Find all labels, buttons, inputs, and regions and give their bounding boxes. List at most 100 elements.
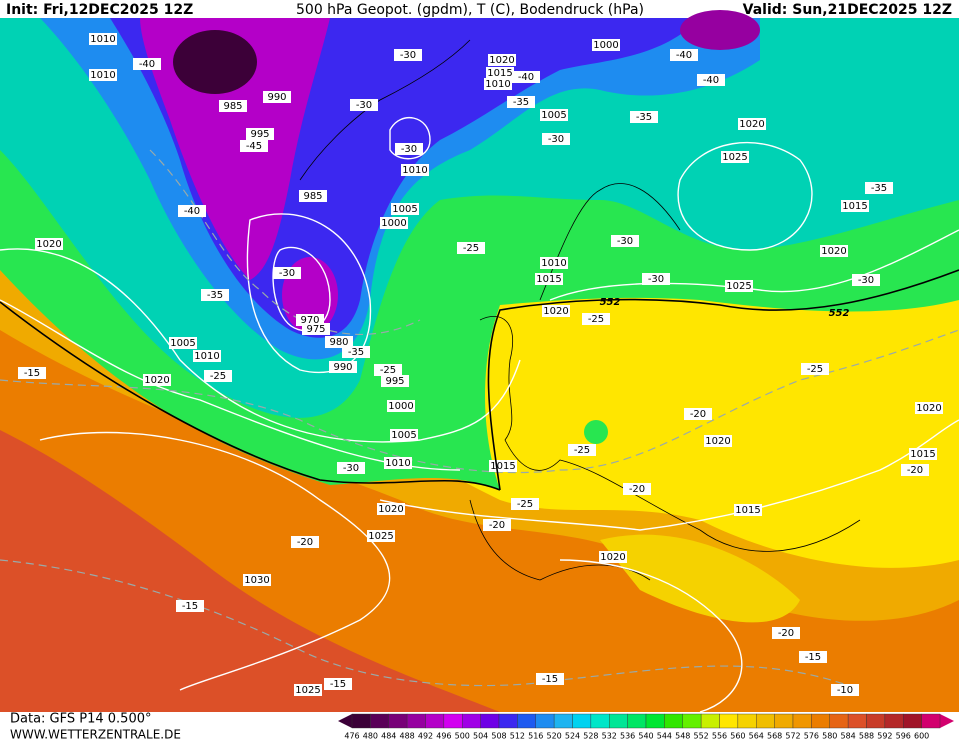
- colorbar-label: 500: [455, 732, 470, 741]
- colorbar-swatch: [811, 713, 830, 729]
- colorbar-label: 564: [749, 732, 764, 741]
- label-box: [909, 448, 937, 460]
- contour-label: -15: [805, 652, 821, 663]
- label-box: [133, 58, 161, 70]
- colorbar-label: 476: [344, 732, 359, 741]
- label-box: [704, 435, 732, 447]
- label-box: [799, 651, 827, 663]
- colorbar-label: 480: [363, 732, 378, 741]
- label-box: [852, 274, 880, 286]
- label-box: [511, 498, 539, 510]
- contour-label: 1020: [36, 239, 61, 250]
- label-box: [291, 536, 319, 548]
- colorbar-label: 528: [583, 732, 598, 741]
- contour-label: -15: [330, 679, 346, 690]
- contour-label: 995: [385, 376, 404, 387]
- contour-label: 1020: [916, 403, 941, 414]
- colorbar-swatch: [572, 713, 592, 729]
- contour-label: -30: [279, 268, 295, 279]
- label-box: [725, 280, 753, 292]
- contour-label: 1015: [490, 461, 515, 472]
- label-box: [623, 483, 651, 495]
- label-box: [350, 99, 378, 111]
- data-source: Data: GFS P14 0.500°: [10, 712, 152, 727]
- contour-label: -15: [182, 601, 198, 612]
- colorbar-label: 508: [491, 732, 506, 741]
- contour-label: 970: [300, 315, 319, 326]
- colorbar-label: 520: [546, 732, 561, 741]
- label-box: [381, 375, 409, 387]
- contour-label: 990: [267, 92, 286, 103]
- colorbar-swatch: [866, 713, 886, 729]
- map-title: 500 hPa Geopot. (gpdm), T (C), Bodendruc…: [296, 2, 644, 18]
- geopotential-552: [0, 269, 959, 491]
- contour-label: 1010: [541, 258, 566, 269]
- colorbar-swatch: [719, 713, 739, 729]
- contour-label: -30: [617, 236, 633, 247]
- label-box: [512, 71, 540, 83]
- colorbar-label: 588: [859, 732, 874, 741]
- label-box: [611, 235, 639, 247]
- contour-label: -20: [778, 628, 794, 639]
- contour-label: -30: [858, 275, 874, 286]
- contour-label: -35: [636, 112, 652, 123]
- contour-label: -15: [24, 368, 40, 379]
- colorbar-swatch: [847, 713, 867, 729]
- label-box: [582, 313, 610, 325]
- contour-label: -30: [548, 134, 564, 145]
- contour-label: 1015: [735, 505, 760, 516]
- colorbar-label: 540: [638, 732, 653, 741]
- contour-label: 1020: [543, 306, 568, 317]
- contour-label: -25: [588, 314, 604, 325]
- colorbar-label: 576: [804, 732, 819, 741]
- contour-label: 1005: [391, 430, 416, 441]
- contour-label: 1015: [487, 68, 512, 79]
- label-box: [630, 111, 658, 123]
- colorbar-swatch: [498, 713, 518, 729]
- label-box: [169, 337, 197, 349]
- colorbar-label: 572: [785, 732, 800, 741]
- colorbar-swatch: [590, 713, 610, 729]
- contour-label: 1020: [144, 375, 169, 386]
- label-box: [299, 190, 327, 202]
- contour-label: 1005: [170, 338, 195, 349]
- label-box: [35, 238, 63, 250]
- contour-label: 1000: [593, 40, 618, 51]
- colorbar-label: 600: [914, 732, 929, 741]
- map-labels: 10101010-40985990995-45-401020-35-309851…: [18, 33, 943, 696]
- colorbar-swatch: [737, 713, 757, 729]
- contour-label: -30: [648, 274, 664, 285]
- label-box: [387, 400, 415, 412]
- label-box: [201, 289, 229, 301]
- contour-label: 1010: [90, 70, 115, 81]
- label-box: [143, 374, 171, 386]
- label-box: [642, 273, 670, 285]
- contour-label: -30: [400, 50, 416, 61]
- label-box: [915, 402, 943, 414]
- label-box: [721, 151, 749, 163]
- label-box: [486, 67, 514, 79]
- colorbar-swatch: [682, 713, 702, 729]
- label-box: [89, 33, 117, 45]
- valid-time: Valid: Sun,21DEC2025 12Z: [743, 2, 952, 18]
- contour-label: -25: [574, 445, 590, 456]
- colorbar-arrow-left: [338, 714, 352, 728]
- colorbar-swatch: [370, 713, 389, 729]
- label-box: [384, 457, 412, 469]
- label-box: [488, 54, 516, 66]
- label-box: [568, 444, 596, 456]
- label-box: [178, 205, 206, 217]
- contour-label: -20: [907, 465, 923, 476]
- colorbar-swatch: [517, 713, 536, 729]
- label-box: [507, 96, 535, 108]
- label-box: [204, 370, 232, 382]
- colorbar-swatch: [443, 713, 463, 729]
- contour-label: 1020: [489, 55, 514, 66]
- label-box: [391, 203, 419, 215]
- label-box: [329, 361, 357, 373]
- label-box: [193, 350, 221, 362]
- label-box: [841, 200, 869, 212]
- colorbar-swatch: [627, 713, 647, 729]
- contour-label: -25: [807, 364, 823, 375]
- label-box: [801, 363, 829, 375]
